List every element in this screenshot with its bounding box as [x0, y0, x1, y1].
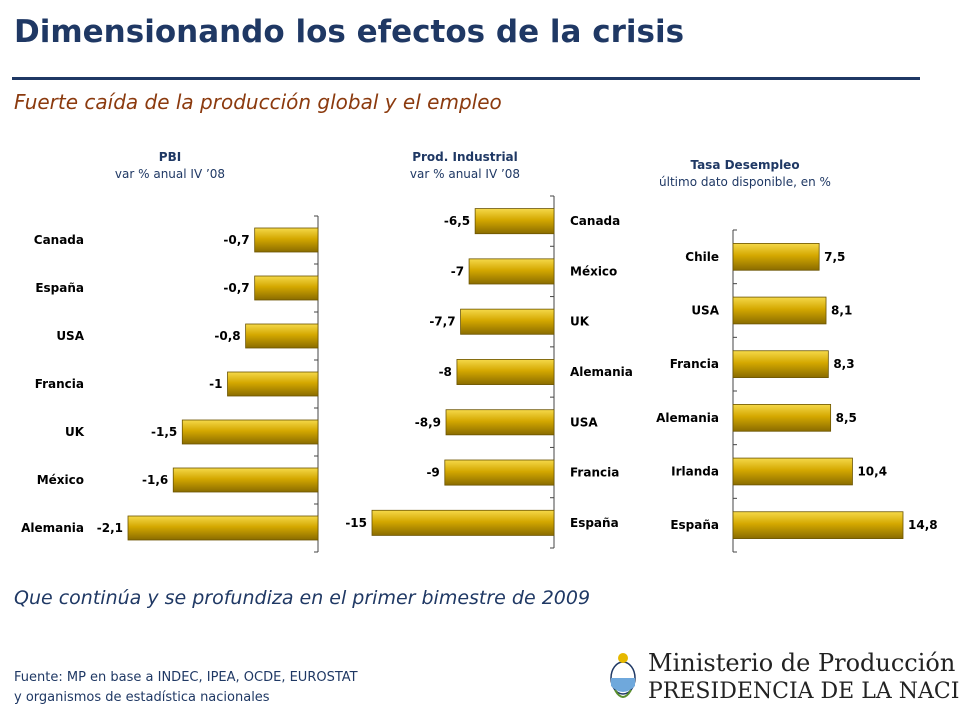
- chart-desempleo-bar: [732, 511, 904, 539]
- chart-industrial-bar: [371, 509, 555, 536]
- chart-industrial-bar: [456, 359, 555, 385]
- chart-pbi-bar: [254, 227, 319, 253]
- chart-pbi-value-label: -1,6: [142, 473, 168, 487]
- chart-desempleo-category-label: Alemania: [656, 411, 719, 425]
- chart-pbi-bar: [254, 275, 319, 301]
- chart-pbi-title: PBI: [158, 150, 182, 164]
- source-line-1: Fuente: MP en base a INDEC, IPEA, OCDE, …: [14, 670, 358, 685]
- source-line-2: y organismos de estadística nacionales: [14, 690, 270, 705]
- chart-pbi-bar: [172, 467, 319, 493]
- chart-desempleo-value-label: 7,5: [824, 250, 845, 264]
- chart-desempleo-category-label: USA: [691, 304, 719, 318]
- chart-industrial-bar: [460, 308, 555, 335]
- chart-industrial-bar: [468, 258, 555, 285]
- chart-desempleo-bar: [732, 350, 829, 378]
- chart-desempleo-category-label: Irlanda: [671, 465, 719, 479]
- page-subtitle: Fuerte caída de la producción global y e…: [14, 90, 502, 114]
- chart-pbi-value-label: -1,5: [151, 425, 177, 439]
- chart-industrial-category-label: Canada: [570, 214, 620, 228]
- chart-industrial-header: Prod. Industrial var % anual IV ’08: [370, 148, 560, 182]
- chart-industrial-category-label: UK: [570, 315, 590, 329]
- chart-pbi-category-label: USA: [56, 329, 84, 343]
- chart-pbi-header: PBI var % anual IV ’08: [90, 148, 250, 182]
- chart-pbi-bar: [127, 515, 319, 541]
- chart-pbi-bar: [227, 371, 319, 397]
- page-title: Dimensionando los efectos de la crisis: [14, 14, 685, 50]
- chart-pbi-category-label: España: [35, 281, 84, 295]
- chart-industrial-category-label: España: [570, 516, 619, 530]
- chart-pbi-category-label: México: [37, 473, 84, 487]
- chart-pbi-value-label: -0,7: [223, 233, 249, 247]
- chart-industrial-category-label: México: [570, 264, 617, 278]
- chart-industrial-title: Prod. Industrial: [412, 150, 518, 164]
- chart-desempleo-bar: [732, 243, 820, 271]
- chart-desempleo-title: Tasa Desempleo: [690, 158, 800, 172]
- chart-desempleo-value-label: 10,4: [857, 465, 887, 479]
- chart-industrial-value-label: -7,7: [429, 315, 455, 329]
- chart-desempleo-header: Tasa Desempleo último dato disponible, e…: [630, 156, 860, 190]
- chart-desempleo-category-label: Francia: [670, 357, 719, 371]
- footer-caption: Que continúa y se profundiza en el prime…: [14, 587, 591, 609]
- chart-pbi-value-label: -0,8: [214, 329, 240, 343]
- chart-desempleo-category-label: Chile: [685, 250, 719, 264]
- chart-industrial-bar: [474, 208, 555, 235]
- source-note: Fuente: MP en base a INDEC, IPEA, OCDE, …: [14, 668, 358, 708]
- chart-pbi-category-label: UK: [65, 425, 85, 439]
- chart-desempleo-category-label: España: [670, 518, 719, 532]
- logo-ministry-label: Ministerio de Producción: [648, 649, 956, 677]
- chart-industrial-value-label: -8,9: [415, 415, 441, 429]
- chart-pbi-value-label: -1: [209, 377, 222, 391]
- chart-pbi-subtitle: var % anual IV ’08: [114, 167, 226, 181]
- chart-pbi-bar: [181, 419, 319, 445]
- chart-industrial-category-label: Francia: [570, 466, 619, 480]
- chart-pbi-value-label: -0,7: [223, 281, 249, 295]
- chart-industrial-value-label: -6,5: [444, 214, 470, 228]
- coat-of-arms-icon: [610, 653, 636, 698]
- chart-industrial-bar: [444, 459, 555, 486]
- chart-desempleo-bar: [732, 296, 827, 325]
- chart-pbi-category-label: Francia: [35, 377, 84, 391]
- chart-desempleo-subtitle: último dato disponible, en %: [659, 175, 831, 189]
- logo-presidency-label: PRESIDENCIA DE LA NACION: [648, 679, 960, 704]
- chart-desempleo-bar: [732, 457, 853, 486]
- ministry-logo: [610, 653, 636, 698]
- chart-desempleo-value-label: 8,1: [831, 304, 852, 318]
- chart-industrial-value-label: -15: [345, 516, 367, 530]
- chart-desempleo-value-label: 14,8: [908, 518, 938, 532]
- chart-desempleo-value-label: 8,3: [833, 357, 854, 371]
- chart-industrial-category-label: USA: [570, 415, 598, 429]
- chart-industrial-value-label: -8: [439, 365, 452, 379]
- chart-industrial-bar: [445, 409, 555, 436]
- chart-industrial-subtitle: var % anual IV ’08: [409, 167, 521, 181]
- chart-pbi-category-label: Canada: [34, 233, 84, 247]
- chart-industrial-category-label: Alemania: [570, 365, 633, 379]
- chart-desempleo-value-label: 8,5: [836, 411, 857, 425]
- chart-pbi-bar: [245, 323, 319, 349]
- chart-pbi-category-label: Alemania: [21, 521, 84, 535]
- chart-industrial-value-label: -9: [426, 466, 439, 480]
- title-divider: [12, 77, 920, 80]
- chart-industrial-value-label: -7: [451, 264, 464, 278]
- chart-desempleo-bar: [732, 404, 832, 432]
- chart-pbi-value-label: -2,1: [97, 521, 123, 535]
